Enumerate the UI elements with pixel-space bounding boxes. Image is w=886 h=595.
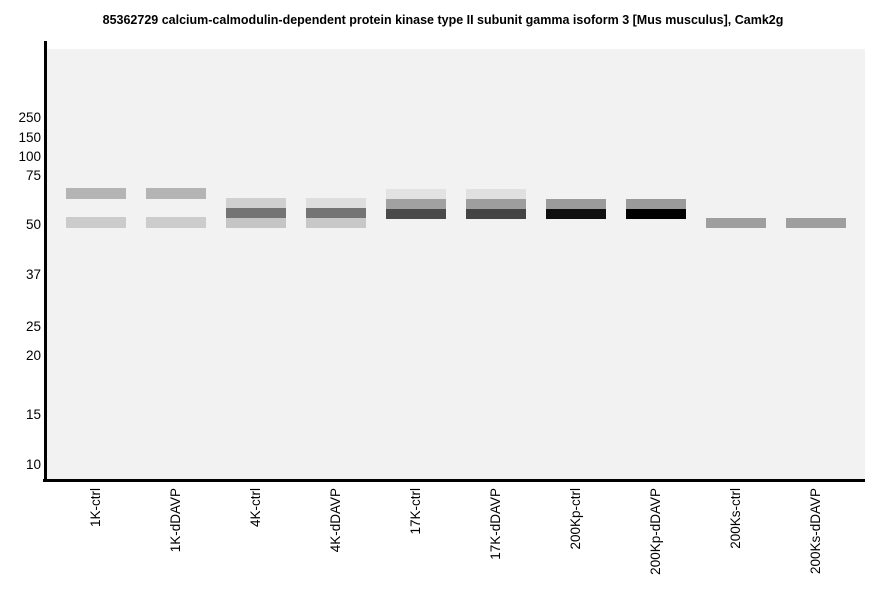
gel-band-segment — [146, 217, 206, 228]
y-tick-label: 250 — [18, 110, 41, 125]
y-tick-label: 100 — [18, 148, 41, 164]
gel-band-segment — [226, 208, 286, 219]
y-tick-label: 150 — [18, 129, 41, 145]
gel-band-segment — [306, 208, 366, 219]
gel-band-segment — [66, 217, 126, 228]
gel-band-segment — [146, 188, 206, 199]
x-tick-label-text: 4K-ctrl — [248, 488, 263, 528]
gel-band-segment — [546, 198, 606, 209]
gel-band-segment — [706, 218, 766, 229]
gel-band-segment — [466, 188, 526, 199]
y-tick-label: 10 — [25, 457, 41, 472]
gel-band-segment — [386, 208, 446, 220]
x-tick-label-text: 4K-dDAVP — [328, 488, 343, 553]
gel-band-segment — [386, 198, 446, 209]
x-tick-label-text: 1K-ctrl — [88, 488, 103, 528]
gel-band-segment — [626, 198, 686, 209]
x-tick-label-text: 17K-ctrl — [408, 488, 423, 535]
gel-band-segment — [466, 198, 526, 209]
figure-title: 85362729 calcium-calmodulin-dependent pr… — [102, 13, 784, 27]
y-axis-line — [44, 41, 47, 482]
y-tick-label: 37 — [25, 267, 41, 282]
x-tick-label-text: 200Kp-ctrl — [568, 488, 583, 550]
plot-area — [47, 49, 865, 479]
gel-band-segment — [66, 188, 126, 199]
x-tick-label-text: 17K-dDAVP — [488, 488, 503, 560]
gel-band-segment — [306, 218, 366, 229]
x-tick-label-text: 200Ks-ctrl — [728, 488, 743, 549]
gel-band-segment — [626, 208, 686, 220]
x-tick-label-text: 200Ks-dDAVP — [808, 488, 823, 575]
x-tick-label-text: 1K-dDAVP — [168, 488, 183, 553]
x-axis-line — [43, 478, 865, 482]
y-tick-label: 75 — [25, 167, 41, 183]
gel-band-segment — [306, 197, 366, 208]
y-tick-label: 50 — [25, 217, 41, 232]
gel-band-segment — [226, 197, 286, 208]
x-tick-label-text: 200Kp-dDAVP — [648, 488, 663, 575]
gel-band-segment — [466, 208, 526, 220]
gel-band-segment — [786, 218, 846, 229]
y-tick-label: 25 — [25, 318, 41, 334]
gel-band-segment — [546, 208, 606, 220]
y-tick-label: 15 — [25, 407, 41, 422]
gel-band-segment — [386, 188, 446, 199]
gel-band-segment — [226, 218, 286, 229]
y-tick-label: 20 — [25, 347, 41, 363]
